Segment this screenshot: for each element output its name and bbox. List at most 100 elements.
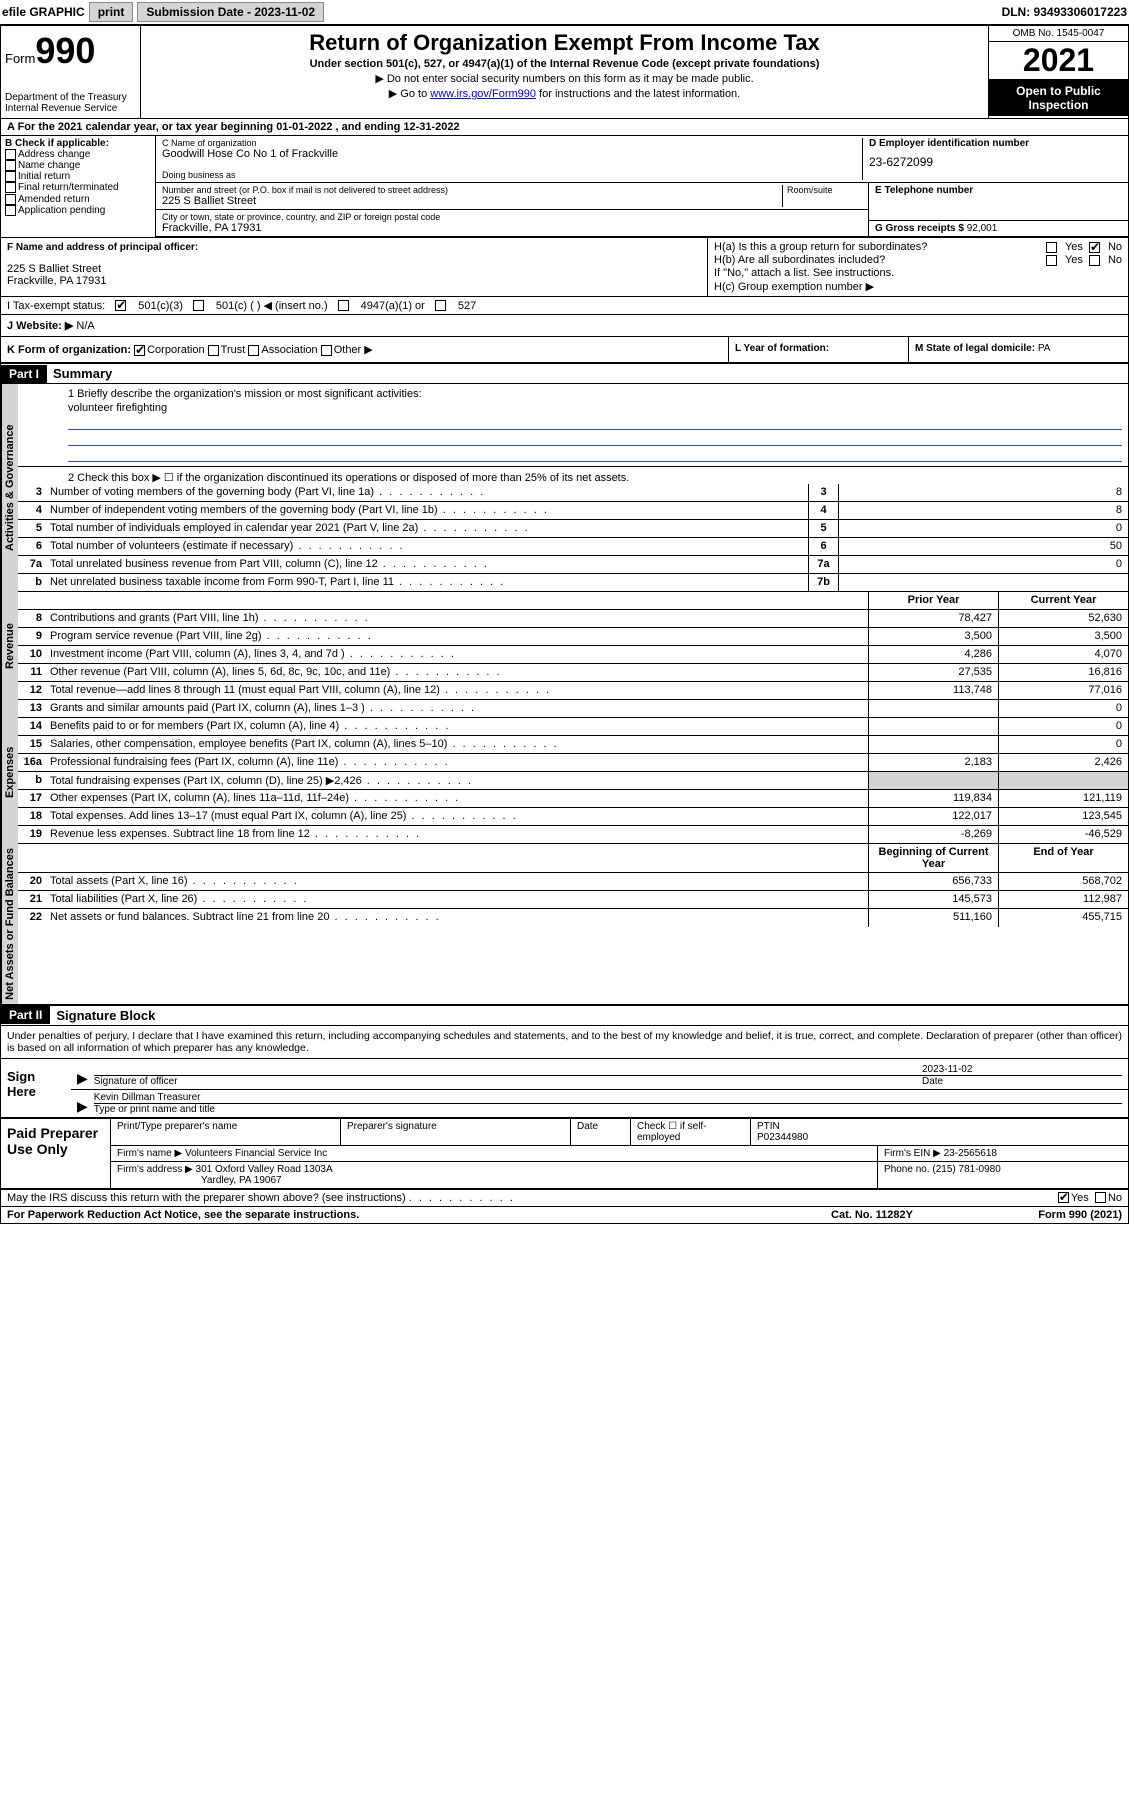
cb-other[interactable] — [321, 345, 332, 356]
irs-link[interactable]: www.irs.gov/Form990 — [430, 88, 536, 100]
firm-name-label: Firm's name ▶ — [117, 1148, 182, 1159]
paid-preparer-fields: Print/Type preparer's name Preparer's si… — [111, 1119, 1128, 1188]
line-num: 15 — [18, 736, 46, 753]
vtab-governance: Activities & Governance — [1, 384, 18, 592]
opt-trust: Trust — [221, 344, 246, 356]
line-num: 18 — [18, 808, 46, 825]
cb-association[interactable] — [248, 345, 259, 356]
cb-application-pending[interactable]: Application pending — [5, 205, 151, 216]
h-a-row: H(a) Is this a group return for subordin… — [714, 241, 1122, 253]
governance-line: 4 Number of independent voting members o… — [18, 502, 1128, 520]
governance-grid: Activities & Governance 1 Briefly descri… — [1, 384, 1128, 592]
note2-post: for instructions and the latest informat… — [536, 88, 740, 100]
discuss-yes-checkbox[interactable] — [1058, 1192, 1069, 1203]
cb-address-change[interactable]: Address change — [5, 149, 151, 160]
paperwork-notice: For Paperwork Reduction Act Notice, see … — [7, 1209, 772, 1221]
section-f-h: F Name and address of principal officer:… — [1, 238, 1128, 297]
h-c-label: H(c) Group exemption number ▶ — [714, 280, 1122, 293]
line-prior — [868, 700, 998, 717]
submission-date-button[interactable]: Submission Date - 2023-11-02 — [137, 2, 324, 22]
cb-trust[interactable] — [208, 345, 219, 356]
header-right: OMB No. 1545-0047 2021 Open to Public In… — [988, 26, 1128, 118]
firm-addr1: 301 Oxford Valley Road 1303A — [196, 1164, 333, 1175]
line-num: 11 — [18, 664, 46, 681]
line-num: 20 — [18, 873, 46, 890]
line-desc: Revenue less expenses. Subtract line 18 … — [46, 826, 868, 843]
discuss-no-checkbox[interactable] — [1095, 1192, 1106, 1203]
k-label: K Form of organization: — [7, 344, 131, 356]
officer-label: F Name and address of principal officer: — [7, 242, 701, 253]
firm-addr-label: Firm's address ▶ — [117, 1164, 193, 1175]
line-val: 8 — [838, 484, 1128, 501]
print-button[interactable]: print — [89, 2, 134, 22]
revenue-line: 11 Other revenue (Part VIII, column (A),… — [18, 664, 1128, 682]
cb-name-change[interactable]: Name change — [5, 160, 151, 171]
line-val: 8 — [838, 502, 1128, 519]
cat-number: Cat. No. 11282Y — [772, 1209, 972, 1221]
cb-initial-return[interactable]: Initial return — [5, 171, 151, 182]
cb-527[interactable] — [435, 300, 446, 311]
line-num: b — [18, 772, 46, 789]
line-desc: Total liabilities (Part X, line 26) — [46, 891, 868, 908]
sig-officer-field: Signature of officer — [94, 1061, 922, 1087]
form-number-block: Form990 — [5, 30, 136, 72]
cb-final-return[interactable]: Final return/terminated — [5, 182, 151, 193]
cb-501c[interactable] — [193, 300, 204, 311]
ptin-value: P02344980 — [757, 1132, 808, 1143]
line-desc: Contributions and grants (Part VIII, lin… — [46, 610, 868, 627]
firm-ein-value: 23-2565618 — [944, 1148, 997, 1159]
line-val — [838, 574, 1128, 591]
line-desc: Salaries, other compensation, employee b… — [46, 736, 868, 753]
line-val: 0 — [838, 556, 1128, 573]
preparer-date-label: Date — [571, 1119, 631, 1145]
paid-row-2: Firm's name ▶ Volunteers Financial Servi… — [111, 1146, 1128, 1162]
arrow-icon-2: ▶ — [77, 1098, 88, 1115]
line-eoy: 112,987 — [998, 891, 1128, 908]
cb-corporation[interactable] — [134, 345, 145, 356]
hb-yes-checkbox[interactable] — [1046, 255, 1057, 266]
expense-line: 15 Salaries, other compensation, employe… — [18, 736, 1128, 754]
ha-no-label: No — [1108, 241, 1122, 253]
dba-label: Doing business as — [162, 170, 862, 180]
opt-assoc: Association — [261, 344, 317, 356]
sig-date-label: Date — [922, 1075, 1122, 1087]
sig-officer-label: Signature of officer — [94, 1075, 922, 1087]
h-b-row: H(b) Are all subordinates included? Yes … — [714, 254, 1122, 266]
current-year-header: Current Year — [998, 592, 1128, 609]
revenue-grid: Revenue Prior Year Current Year 8 Contri… — [1, 592, 1128, 700]
hb-no-checkbox[interactable] — [1089, 255, 1100, 266]
org-name-label: C Name of organization — [162, 138, 862, 148]
hb-yes-label: Yes — [1065, 254, 1083, 266]
cb-amended-return[interactable]: Amended return — [5, 194, 151, 205]
line-num: 14 — [18, 718, 46, 735]
line-desc: Total expenses. Add lines 13–17 (must eq… — [46, 808, 868, 825]
revenue-line: 12 Total revenue—add lines 8 through 11 … — [18, 682, 1128, 700]
tax-year: 2021 — [989, 42, 1128, 80]
netasset-lines: 20 Total assets (Part X, line 16) 656,73… — [18, 873, 1128, 927]
line-prior — [868, 718, 998, 735]
part-ii-header-row: Part II Signature Block — [1, 1006, 1128, 1026]
revenue-line: 8 Contributions and grants (Part VIII, l… — [18, 610, 1128, 628]
form-note-1: ▶ Do not enter social security numbers o… — [149, 72, 980, 85]
line-current: 2,426 — [998, 754, 1128, 771]
discuss-text: May the IRS discuss this return with the… — [7, 1192, 406, 1204]
ha-yes-checkbox[interactable] — [1046, 242, 1057, 253]
sig-date-value: 2023-11-02 — [922, 1064, 1122, 1075]
sig-name-field: Kevin Dillman Treasurer Type or print na… — [94, 1092, 1122, 1115]
expense-line: 17 Other expenses (Part IX, column (A), … — [18, 790, 1128, 808]
website-label: J Website: ▶ — [7, 320, 73, 332]
rev-hdr-num — [18, 592, 46, 609]
cb-4947[interactable] — [338, 300, 349, 311]
governance-body: 1 Briefly describe the organization's mi… — [18, 384, 1128, 592]
ha-yes-label: Yes — [1065, 241, 1083, 253]
line-desc: Number of voting members of the governin… — [46, 484, 808, 501]
line-desc: Total assets (Part X, line 16) — [46, 873, 868, 890]
arrow-icon: ▶ — [77, 1070, 88, 1087]
revenue-line: 9 Program service revenue (Part VIII, li… — [18, 628, 1128, 646]
line-eoy: 455,715 — [998, 909, 1128, 927]
ha-no-checkbox[interactable] — [1089, 242, 1100, 253]
line-num: 3 — [18, 484, 46, 501]
cb-501c3[interactable] — [115, 300, 126, 311]
sign-here-block: Sign Here ▶ Signature of officer 2023-11… — [1, 1059, 1128, 1119]
hb-no-label: No — [1108, 254, 1122, 266]
